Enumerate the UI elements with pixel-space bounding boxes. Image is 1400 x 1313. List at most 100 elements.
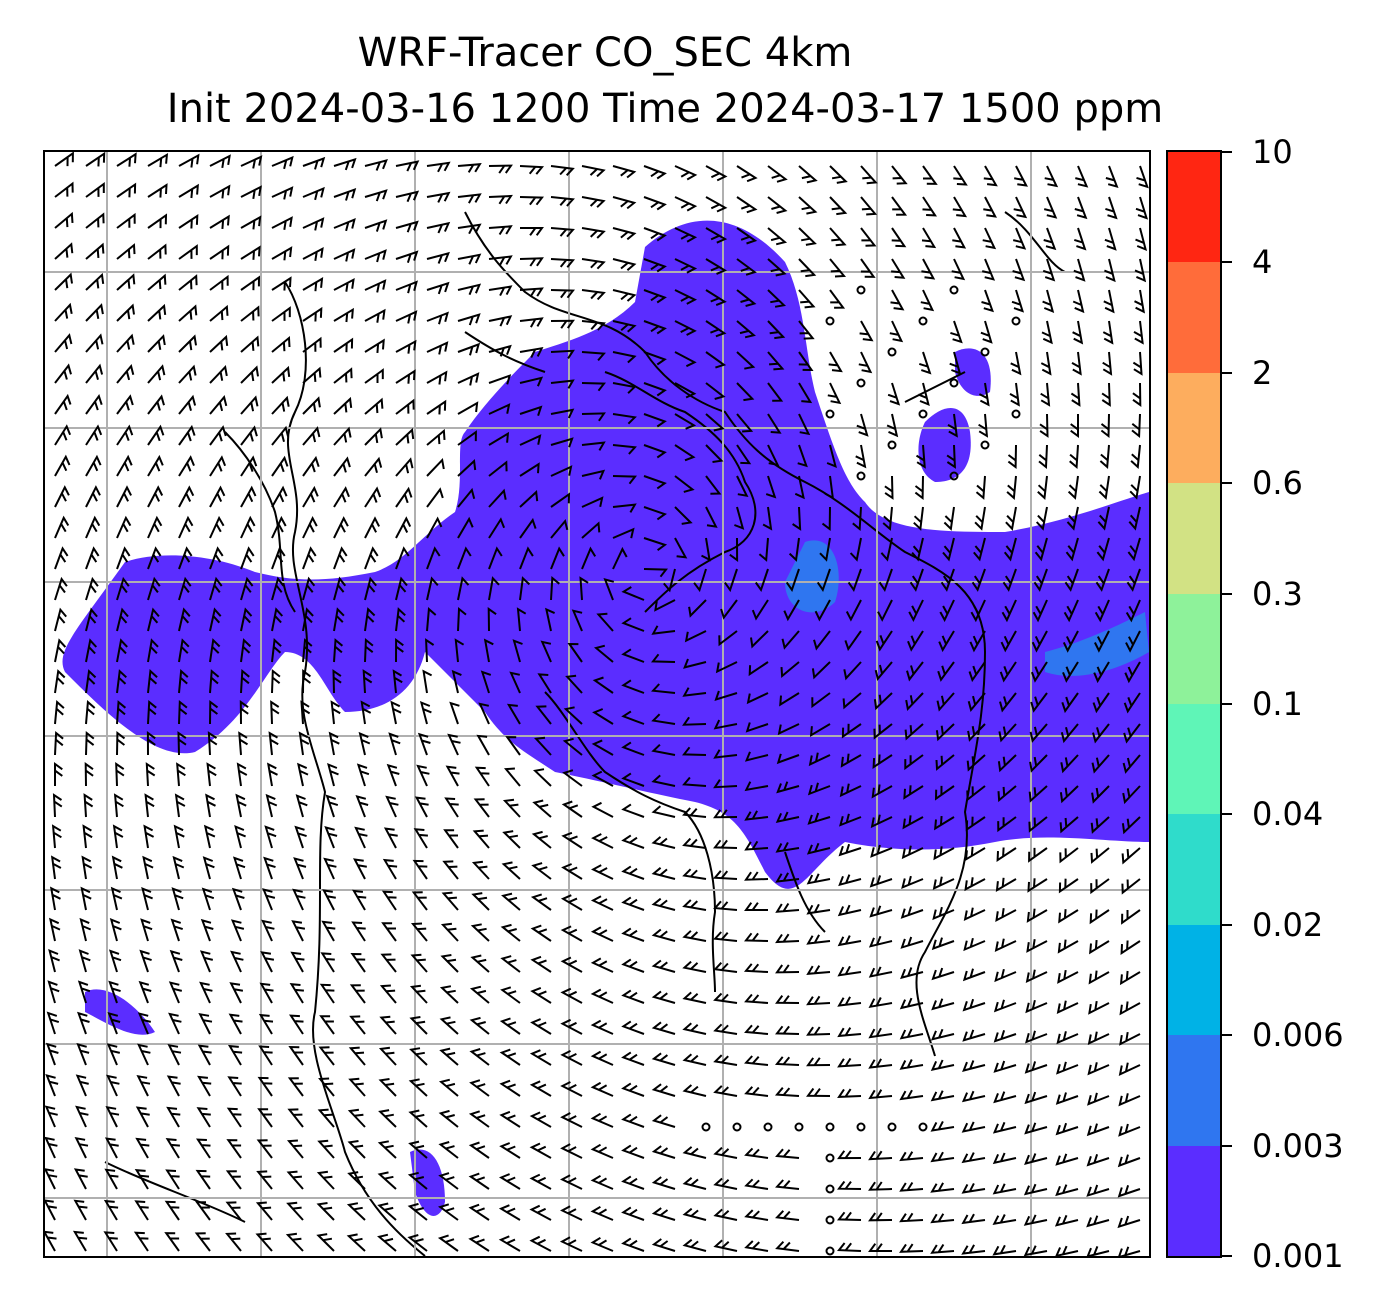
wind-barb [713, 1023, 738, 1035]
wind-barb [265, 793, 278, 818]
wind-barb [907, 630, 924, 652]
wind-barb [889, 320, 904, 343]
wind-barb [855, 444, 867, 469]
wind-barb [992, 1214, 1017, 1226]
wind-barb [902, 815, 924, 830]
calm-wind-marker [794, 1122, 804, 1132]
wind-barb [651, 1083, 676, 1097]
wind-barb [381, 922, 397, 942]
wind-barb [651, 774, 676, 787]
wind-barb [271, 425, 290, 446]
wind-barb [364, 576, 377, 601]
wind-barb [135, 1106, 150, 1128]
wind-barb [1136, 165, 1149, 189]
wind-barb [992, 1152, 1017, 1165]
wind-barb [1067, 475, 1079, 500]
wind-barb [1040, 382, 1051, 407]
wind-barb [178, 515, 194, 539]
wind-barb [293, 857, 307, 880]
wind-barb [1119, 970, 1141, 986]
wind-barb [195, 1169, 211, 1190]
wind-barb [469, 1079, 490, 1097]
wind-barb [682, 1177, 707, 1190]
wind-barb [85, 546, 100, 570]
wind-barb [819, 537, 831, 562]
colorbar-tick-label: 0.02 [1252, 905, 1324, 944]
wind-barb [705, 506, 718, 528]
wind-barb [886, 413, 899, 438]
wind-barb [316, 1202, 335, 1221]
wind-barb [381, 890, 397, 911]
wind-barb [998, 723, 1017, 743]
wind-barb [78, 949, 91, 973]
wind-barb [713, 779, 738, 789]
wind-barb [147, 364, 166, 384]
wind-barb [170, 918, 184, 942]
wind-barb [843, 661, 862, 681]
wind-barb [469, 1048, 490, 1066]
wind-barb [302, 607, 314, 632]
wind-barb [621, 1175, 645, 1190]
wind-barb [792, 506, 802, 531]
wind-barb [395, 280, 418, 294]
wind-barb [302, 396, 321, 415]
wind-barb [981, 258, 996, 281]
wind-barb [116, 607, 129, 632]
wind-barb [1024, 1091, 1048, 1105]
wind-barb [736, 475, 749, 498]
wind-barb [1133, 320, 1144, 345]
wind-barb [813, 630, 831, 651]
calm-wind-marker [825, 1184, 835, 1194]
calm-wind-marker [887, 347, 897, 357]
wind-barb [550, 492, 571, 508]
wind-barb [1027, 878, 1048, 893]
wind-barb [1122, 785, 1141, 805]
wind-barb [705, 475, 722, 495]
wind-barb [147, 546, 162, 570]
colorbar-tick [1222, 482, 1232, 485]
wind-barb [936, 692, 955, 712]
wind-barb [837, 1150, 862, 1160]
wind-barb [325, 794, 339, 818]
wind-barb [1092, 692, 1110, 714]
wind-barb [581, 546, 597, 570]
wind-barb [682, 960, 707, 973]
wind-barb [999, 692, 1017, 713]
wind-barb [178, 304, 198, 322]
wind-barb [798, 165, 818, 184]
wind-barb [295, 794, 308, 818]
wind-barb [859, 320, 874, 342]
wind-barb [906, 661, 924, 682]
wind-barb [1086, 1215, 1110, 1228]
wind-barb [209, 425, 227, 446]
wind-barb [581, 258, 606, 270]
wind-barb [1121, 878, 1141, 895]
wind-barb [612, 258, 637, 271]
wind-barb [347, 1108, 366, 1128]
wind-barb [235, 793, 247, 818]
colorbar-segment [1168, 1034, 1220, 1146]
wind-barb [266, 762, 278, 787]
wind-barb [751, 599, 769, 621]
wind-barb [1104, 227, 1117, 251]
wind-barb [392, 669, 403, 694]
wind-barb [654, 599, 676, 612]
wind-barb [104, 1168, 119, 1190]
wind-barb [410, 953, 428, 973]
wind-barb [116, 731, 126, 756]
wind-barb [900, 906, 924, 919]
wind-barb [1054, 1214, 1079, 1227]
colorbar-tick-label: 0.04 [1252, 795, 1324, 834]
colorbar-segment [1168, 1144, 1220, 1256]
wind-barb [169, 949, 183, 973]
wind-barb [85, 454, 102, 477]
wind-barb [963, 907, 986, 922]
wind-barb [837, 1242, 862, 1252]
wind-barb [302, 277, 324, 292]
wind-barb [116, 515, 132, 539]
wind-barb [856, 413, 869, 437]
wind-barb [982, 227, 997, 250]
wind-barb [442, 860, 459, 880]
wind-barb [1130, 444, 1141, 469]
wind-barb [724, 568, 738, 593]
